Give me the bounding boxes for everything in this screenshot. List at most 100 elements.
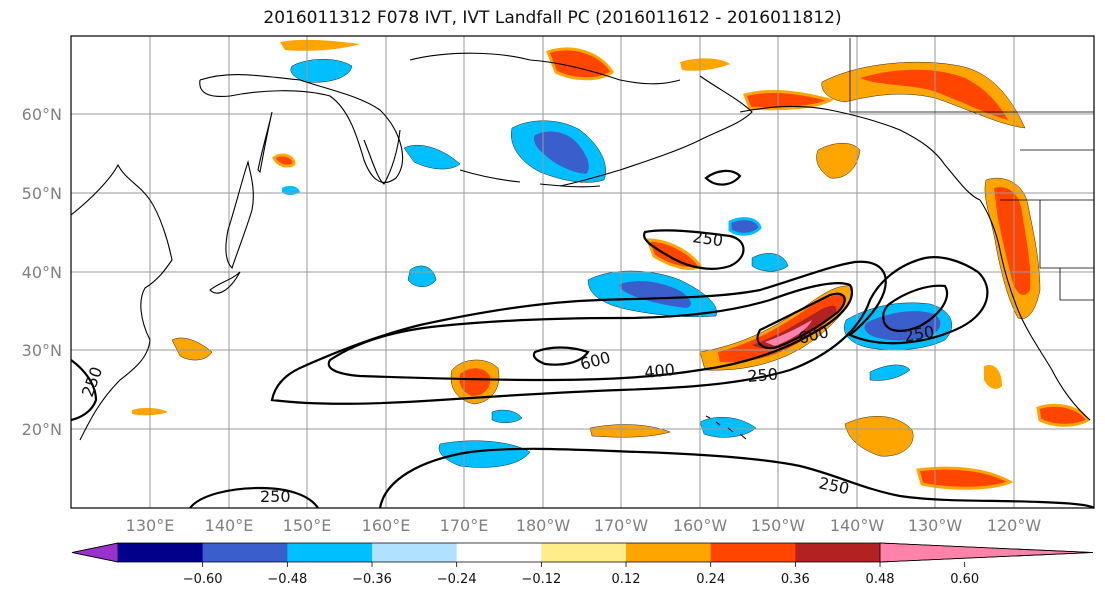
- latitude-label: 30°N: [22, 341, 62, 360]
- colorbar-tick-label: −0.60: [183, 572, 223, 587]
- positive-field-south5: [984, 364, 1002, 389]
- ivt-250-north: [642, 229, 745, 270]
- positive-field-main-core: [718, 294, 846, 363]
- longitude-label: 170°W: [594, 516, 649, 535]
- longitude-label: 170°E: [440, 516, 489, 535]
- latitude-label: 60°N: [22, 105, 62, 124]
- ivt-250-small-north: [704, 169, 742, 186]
- map-frame: [70, 35, 1095, 509]
- colorbar-segment: [795, 543, 881, 562]
- positive-field-alaska-core: [860, 69, 1008, 120]
- north-america-west-coast: [979, 199, 1091, 421]
- positive-field-south2: [844, 416, 914, 457]
- positive-field-japan-south: [171, 337, 213, 361]
- colorbar-segment: [541, 543, 627, 562]
- contour-label: 400: [643, 360, 675, 382]
- colorbar-segment: [118, 543, 204, 562]
- colorbar-segment: [710, 543, 796, 562]
- latitude-label: 20°N: [22, 420, 62, 439]
- positive-field-south4: [1036, 403, 1091, 427]
- ivt-400: [327, 282, 853, 382]
- latitude-labels: 60°N 50°N 40°N 30°N 20°N: [22, 105, 62, 439]
- positive-field-bc: [816, 143, 861, 179]
- negative-field-south3: [491, 409, 523, 423]
- longitude-label: 150°E: [283, 516, 332, 535]
- colorbar-tick-label: −0.24: [437, 572, 477, 587]
- positive-field-bering: [680, 58, 730, 71]
- positive-field-central-core: [459, 368, 491, 396]
- contour-labels: 250 250 250 250 250 400 600 600 250: [78, 227, 936, 506]
- positive-field-okhotsk: [280, 39, 360, 51]
- coastlines: [70, 52, 1091, 441]
- colorbar: −0.60 −0.48 −0.36 −0.24 −0.12 0.12 0.24 0.36 0.4…: [71, 542, 1094, 587]
- longitude-label: 140°E: [205, 516, 254, 535]
- colorbar-segment: [202, 543, 288, 562]
- colorbar-tick-label: 0.60: [950, 572, 979, 587]
- longitude-label: 150°W: [751, 516, 806, 535]
- japan-coastline: [209, 159, 254, 294]
- colorbar-segment: [287, 543, 373, 562]
- ivt-250-south: [378, 447, 1095, 509]
- positive-field-south3: [916, 466, 1014, 490]
- positive-field-chukotka: [546, 47, 615, 81]
- ivt-250-westedge: [70, 359, 98, 422]
- negative-field-small3: [728, 217, 762, 236]
- positive-field-south1: [589, 424, 671, 438]
- colorbar-tick-label: −0.36: [352, 572, 392, 587]
- alaska-canada-border: [849, 38, 1094, 113]
- longitude-label: 160°W: [673, 516, 728, 535]
- colorbar-tick-label: 0.12: [612, 572, 641, 587]
- negative-field-small2: [751, 253, 789, 272]
- negative-field-kamchatka: [403, 144, 461, 170]
- asia-coastline: [70, 163, 173, 441]
- colorbar-extend-max: [879, 542, 1094, 563]
- contour-label: 250: [260, 487, 291, 506]
- positive-field-main-inner: [752, 305, 837, 348]
- longitude-label: 160°E: [362, 516, 411, 535]
- ivt-250-east: [882, 284, 948, 332]
- latitude-label: 40°N: [22, 263, 62, 282]
- ivt-600-west: [532, 346, 590, 366]
- longitude-labels: 130°E 140°E 150°E 160°E 170°E 180°W 170°W 160°W…: [126, 516, 1042, 535]
- longitude-label: 130°E: [126, 516, 175, 535]
- positive-field-westcoast-core: [994, 187, 1031, 295]
- borders: [849, 38, 1094, 301]
- longitude-label: 130°W: [908, 516, 963, 535]
- negative-field-small1: [407, 265, 437, 287]
- ivt-contours: [70, 169, 1095, 509]
- map-panel: 250 250 250 250 250 400 600 600 250: [70, 35, 1095, 509]
- negative-field-bering-core: [534, 131, 589, 174]
- contour-label: 250: [691, 227, 724, 250]
- positive-field-main-peak: [765, 320, 812, 346]
- longitude-label: 140°W: [830, 516, 885, 535]
- us-state-borders: [1020, 149, 1094, 301]
- hawaii-islands: [705, 415, 747, 440]
- map-title: 2016011312 F078 IVT, IVT Landfall PC (20…: [263, 8, 842, 28]
- alaska-coastline: [559, 75, 981, 201]
- aleutian-islands: [459, 169, 601, 188]
- ivt-250-southwest: [189, 486, 319, 509]
- longitude-label: 120°W: [987, 516, 1042, 535]
- contour-label: 250: [747, 364, 779, 386]
- kamchatka-coastline: [363, 129, 401, 185]
- negative-field-okhotsk: [290, 59, 353, 83]
- colorbar-tick-label: −0.12: [521, 572, 561, 587]
- colorbar-segment: [372, 543, 458, 562]
- colorbar-tick-label: −0.48: [267, 572, 307, 587]
- negative-field-east-small: [869, 364, 911, 381]
- colorbar-tick-label: 0.48: [866, 572, 895, 587]
- pc-shading: [132, 39, 1091, 490]
- positive-field-gulf: [743, 89, 835, 111]
- chukotka-coastline: [409, 52, 681, 85]
- ivt-600-east: [756, 292, 846, 350]
- colorbar-segment: [626, 543, 712, 562]
- negative-field-central-core: [619, 281, 691, 308]
- colorbar-tick-label: 0.24: [696, 572, 725, 587]
- colorbar-tick-label: 0.36: [781, 572, 810, 587]
- colorbar-segment: [456, 543, 542, 562]
- positive-field-kamchatka-small: [272, 153, 296, 168]
- longitude-label: 180°W: [516, 516, 571, 535]
- latitude-label: 50°N: [22, 184, 62, 203]
- colorbar-extend-min: [71, 542, 119, 563]
